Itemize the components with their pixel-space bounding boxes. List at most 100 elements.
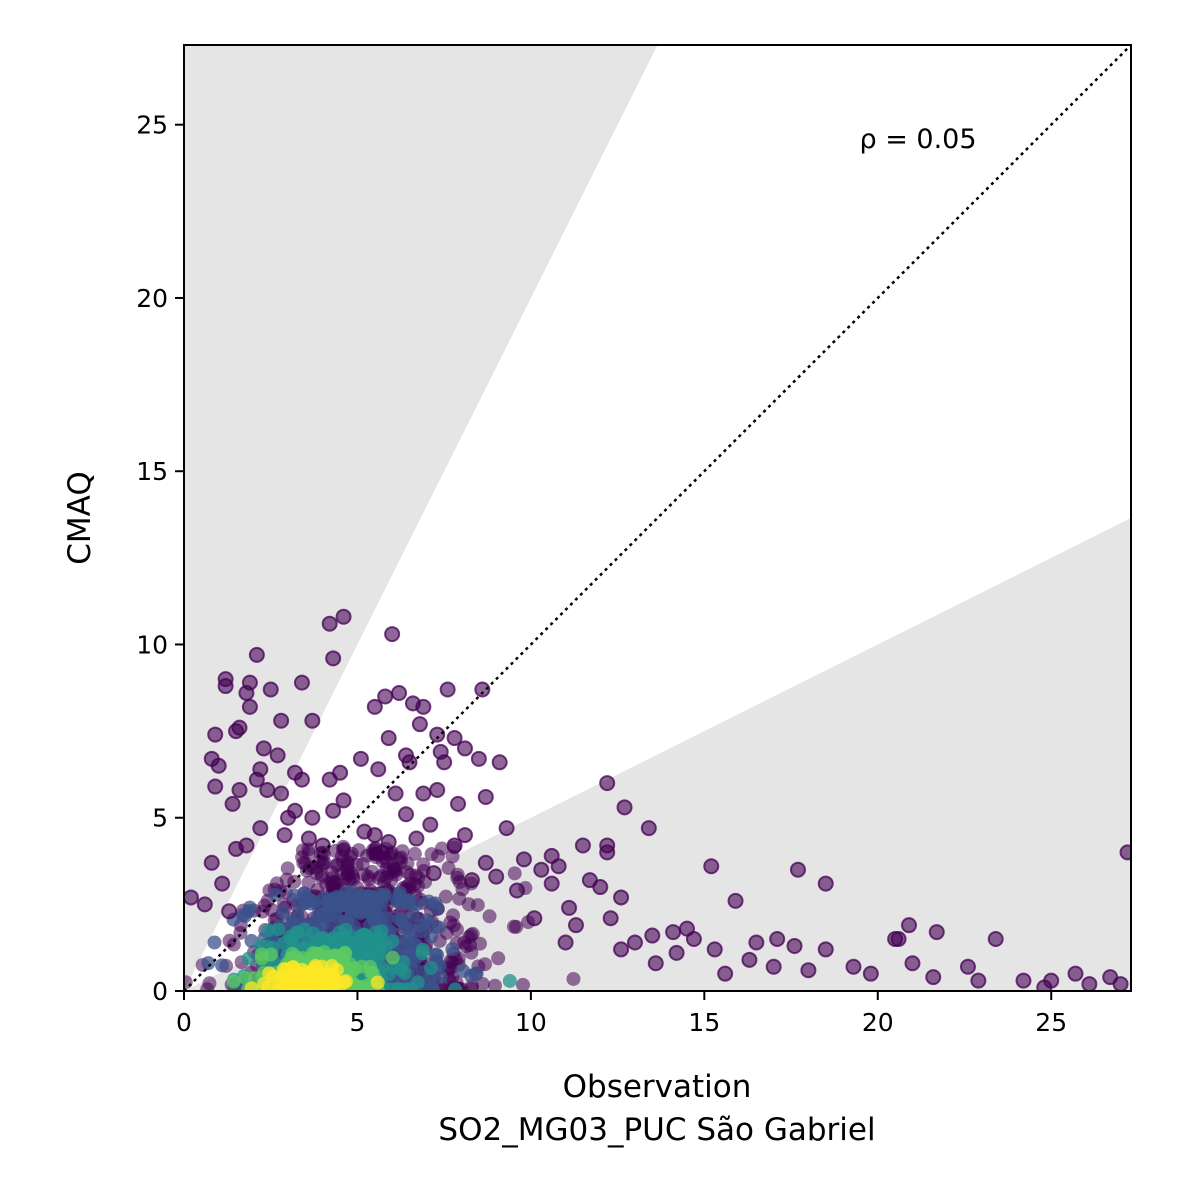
density-point: [416, 857, 431, 872]
data-point: [668, 944, 685, 961]
data-point: [543, 875, 560, 892]
density-point: [393, 896, 408, 911]
data-point: [415, 698, 432, 715]
data-point: [904, 955, 921, 972]
x-axis-label: Observation: [563, 1069, 752, 1105]
data-point: [241, 698, 258, 715]
data-point: [477, 854, 494, 871]
density-point: [415, 946, 430, 961]
data-point: [463, 872, 480, 889]
data-point: [470, 750, 487, 767]
data-point: [567, 917, 584, 934]
density-point: [207, 935, 222, 950]
data-point: [1119, 844, 1131, 861]
density-point: [425, 982, 440, 991]
data-point: [373, 844, 390, 861]
density-point: [318, 968, 333, 983]
data-point: [248, 771, 265, 788]
data-point: [207, 726, 224, 743]
data-point: [599, 775, 616, 792]
density-point: [448, 982, 463, 991]
y-tick-label: 0: [152, 977, 168, 1006]
x-tick-label: 20: [862, 1008, 894, 1037]
data-point: [304, 809, 321, 826]
data-point: [276, 827, 293, 844]
density-point: [431, 920, 446, 935]
data-points: [184, 608, 1131, 991]
data-point: [616, 799, 633, 816]
data-point: [509, 882, 526, 899]
density-point: [464, 981, 479, 991]
density-point: [456, 963, 471, 978]
density-point: [301, 875, 316, 890]
data-point: [1081, 976, 1098, 991]
density-point: [457, 935, 472, 950]
density-point: [266, 969, 281, 984]
density-point: [450, 867, 465, 882]
data-point: [335, 792, 352, 809]
x-tick-label: 5: [349, 1008, 365, 1037]
data-point: [1036, 979, 1053, 991]
x-tick-label: 25: [1035, 1008, 1067, 1037]
data-point: [269, 747, 286, 764]
data-point: [640, 820, 657, 837]
data-point: [592, 879, 609, 896]
density-point: [254, 951, 269, 966]
data-point: [456, 740, 473, 757]
data-point: [817, 875, 834, 892]
density-point: [397, 966, 412, 981]
data-point: [800, 962, 817, 979]
density-point: [261, 923, 276, 938]
density-point: [385, 950, 400, 965]
density-point: [298, 965, 313, 980]
axes: 0 5 10 15 20 25 0 5 10 15 20 25: [136, 111, 1067, 1037]
density-point: [482, 909, 497, 924]
data-point: [262, 681, 279, 698]
density-point: [274, 982, 289, 991]
y-tick-label: 15: [136, 457, 168, 486]
density-point: [241, 951, 256, 966]
density-point: [403, 982, 418, 991]
data-point: [970, 972, 987, 989]
data-point: [561, 899, 578, 916]
density-point: [446, 918, 461, 933]
data-point: [786, 937, 803, 954]
density-point: [394, 913, 409, 928]
data-point: [370, 761, 387, 778]
data-point: [325, 650, 342, 667]
data-point: [703, 858, 720, 875]
data-point: [765, 958, 782, 975]
density-point: [469, 966, 484, 981]
data-point: [450, 795, 467, 812]
plot-frame: [183, 44, 1132, 992]
density-point: [244, 981, 259, 991]
density-point: [310, 909, 325, 924]
density-point: [317, 855, 332, 870]
density-point: [368, 925, 383, 940]
density-point: [201, 956, 216, 971]
x-tick-label: 15: [688, 1008, 720, 1037]
density-point: [516, 977, 530, 991]
data-point: [557, 934, 574, 951]
data-point: [474, 681, 491, 698]
density-point: [491, 951, 506, 966]
density-point: [285, 931, 300, 946]
data-point: [314, 837, 331, 854]
data-point: [255, 740, 272, 757]
annotation-rho: ρ = 0.05: [859, 124, 976, 155]
density-point: [184, 975, 193, 990]
density-point: [470, 898, 485, 913]
data-point: [1015, 972, 1032, 989]
density-point: [428, 896, 443, 911]
data-point: [231, 719, 248, 736]
data-point: [217, 678, 234, 695]
density-point: [269, 876, 284, 891]
density-point: [423, 929, 438, 944]
data-point: [293, 771, 310, 788]
density-point: [338, 974, 353, 989]
y-axis-label: CMAQ: [62, 471, 98, 564]
density-point: [286, 960, 301, 975]
y-tick-label: 20: [136, 284, 168, 313]
data-point: [425, 865, 442, 882]
density-point: [406, 908, 421, 923]
